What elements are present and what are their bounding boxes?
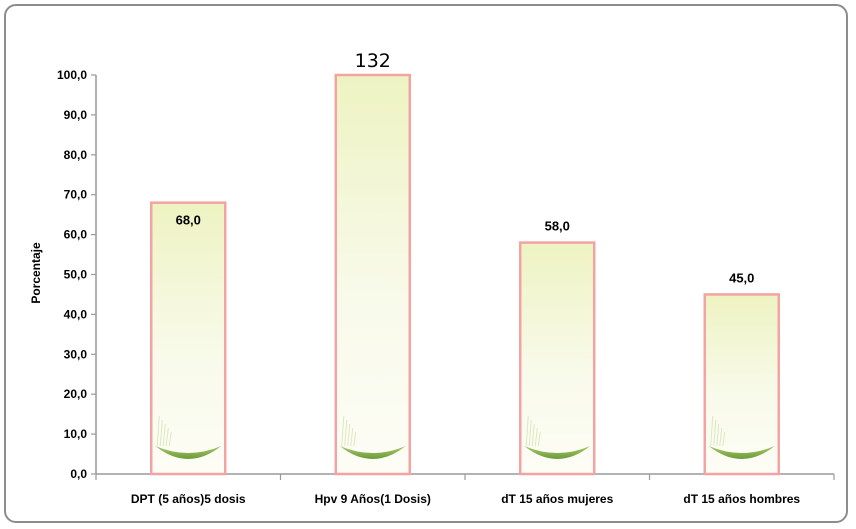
y-tick-label: 0,0 <box>70 467 87 481</box>
bar-grass-blade <box>156 415 160 447</box>
bar-grass-blade <box>344 419 348 447</box>
bar-grass-blade <box>159 419 163 447</box>
bars <box>150 73 780 476</box>
y-tick-label: 10,0 <box>64 427 88 441</box>
bar-grass-blade <box>525 415 529 447</box>
y-axis-label: Porcentaje <box>29 242 43 304</box>
bar <box>334 73 411 476</box>
bar-grass-decoration <box>524 446 591 459</box>
y-tick-label: 40,0 <box>64 307 88 321</box>
y-tick-label: 70,0 <box>64 188 88 202</box>
y-tick-label: 30,0 <box>64 347 88 361</box>
bar-grass-blade <box>528 419 532 447</box>
y-tick-label: 50,0 <box>64 268 88 282</box>
data-label: 45,0 <box>729 270 754 285</box>
bar-rect <box>150 201 227 476</box>
y-axis: 0,0 10,0 20,0 30,0 40,0 50,0 60,0 70,0 80,0 90,0 1… <box>57 68 97 481</box>
bar-grass-blade <box>168 431 172 447</box>
bar-grass-blade <box>713 419 717 447</box>
bar-grass-blade <box>716 423 720 447</box>
bar <box>519 241 596 476</box>
bar-grass-blade <box>341 415 345 447</box>
data-label: 58,0 <box>545 219 570 234</box>
bar-grass-decoration <box>339 446 406 459</box>
bar-grass-decoration <box>155 446 222 459</box>
data-label: 132 <box>355 50 391 72</box>
category-labels: DPT (5 años)5 dosis Hpv 9 Años(1 Dosis) dT… <box>131 492 801 506</box>
bar-grass-blade <box>350 427 354 447</box>
bar-grass-blade <box>347 423 351 447</box>
bar-grass-blade <box>353 431 357 447</box>
data-label: 68,0 <box>176 213 201 228</box>
x-category-label: Hpv 9 Años(1 Dosis) <box>315 492 431 506</box>
data-labels: 68,0 132 58,0 45,0 <box>176 50 755 285</box>
bar-rect <box>703 293 780 476</box>
y-tick-label: 20,0 <box>64 387 88 401</box>
bar <box>703 293 780 476</box>
bar-grass-blade <box>537 431 541 447</box>
y-tick-label: 90,0 <box>64 108 88 122</box>
bar-rect <box>334 73 411 476</box>
bar <box>150 201 227 476</box>
bar-rect <box>519 241 596 476</box>
y-tick-label: 60,0 <box>64 228 88 242</box>
x-category-label: dT 15 años hombres <box>683 492 800 506</box>
bar-grass-blade <box>710 415 714 447</box>
bar-grass-blade <box>719 427 723 447</box>
bar-grass-blade <box>531 423 535 447</box>
bar-grass-blade <box>162 423 166 447</box>
bar-grass-blade <box>165 427 169 447</box>
x-category-label: dT 15 años mujeres <box>501 492 613 506</box>
bar-grass-decoration <box>708 446 775 459</box>
y-tick-label: 100,0 <box>57 68 87 82</box>
bar-grass-blade <box>722 431 726 447</box>
bar-grass-blade <box>534 427 538 447</box>
x-category-label: DPT (5 años)5 dosis <box>131 492 246 506</box>
y-tick-label: 80,0 <box>64 148 88 162</box>
